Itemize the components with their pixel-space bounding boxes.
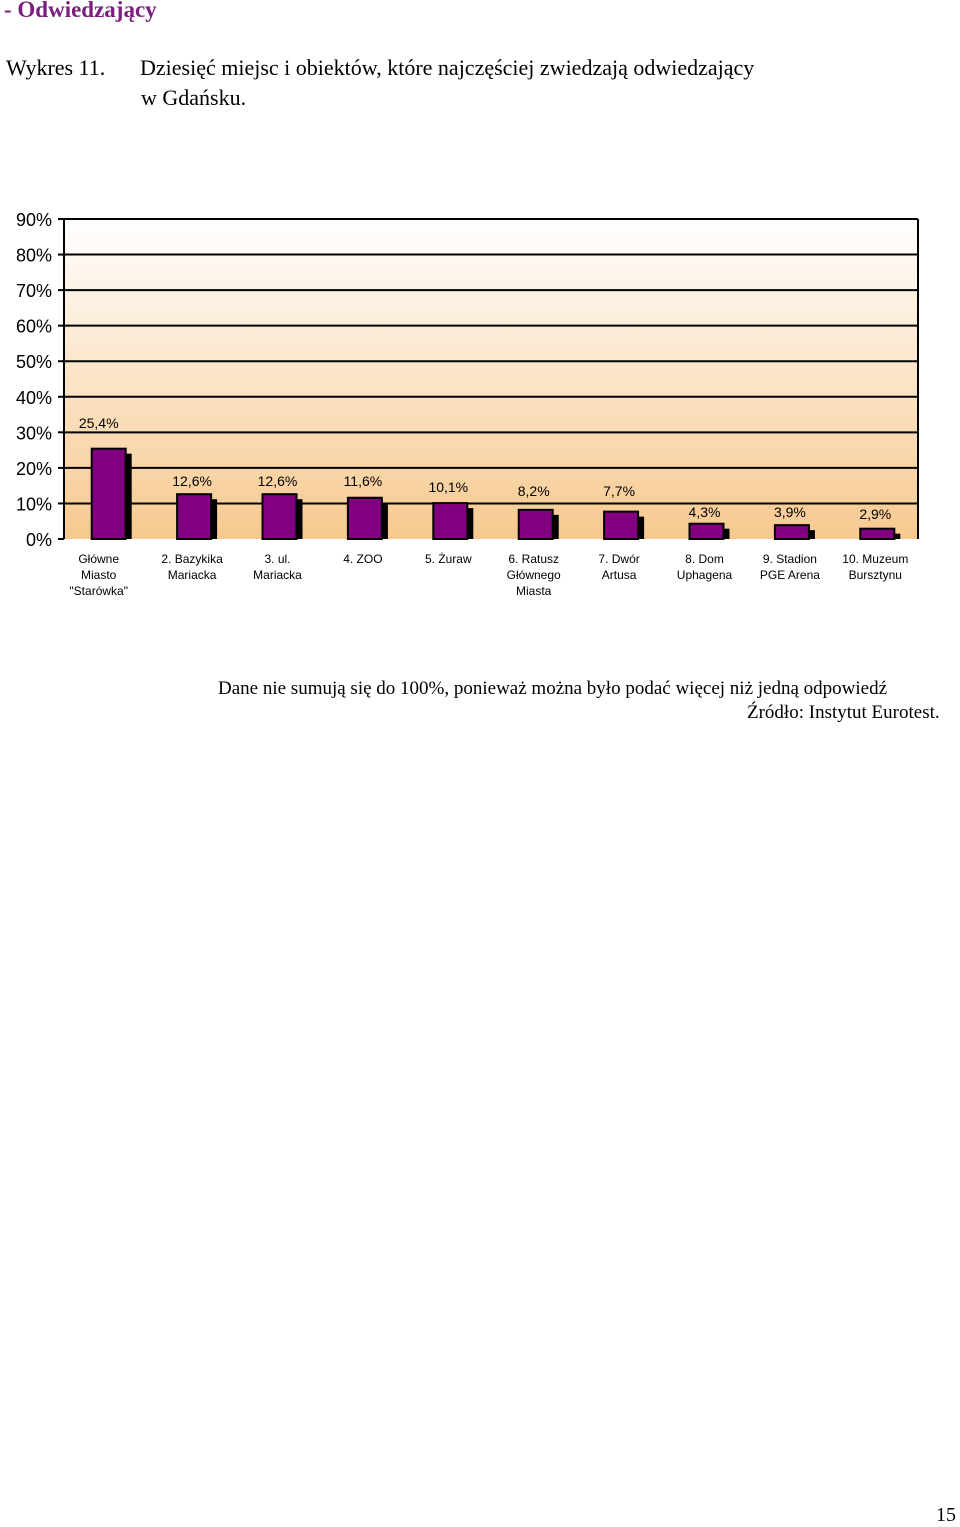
y-tick-label: 0% [26,530,52,550]
data-label: 8,2% [518,483,550,499]
bar [261,493,298,541]
data-label: 25,4% [79,415,119,431]
bar [517,508,554,541]
data-label: 12,6% [172,473,212,489]
category-label: 3. ul. [264,552,290,566]
bar [603,510,640,540]
bar [432,502,469,541]
category-label: Artusa [602,568,637,582]
page-number: 15 [936,1504,956,1526]
category-label: 7. Dwór [598,552,639,566]
data-label: 4,3% [689,504,721,520]
chart-caption: Wykres 11. Dziesięć miejsc i obiektów, kt… [6,55,754,81]
category-label: 6. Ratusz [508,552,559,566]
data-label: 10,1% [428,479,468,495]
y-tick-label: 50% [16,352,52,372]
chart-title: Dziesięć miejsc i obiektów, które najczę… [140,55,755,80]
section-heading: - Odwiedzający [4,0,157,22]
source-note: Źródło: Instytut Eurotest. [747,702,940,723]
category-label: 4. ZOO [343,552,382,566]
data-label: 11,6% [344,473,383,489]
data-label: 2,9% [859,506,891,522]
bar-chart: 0% 10% 20% 30% 40% 50% 60% 70% 80% 90% 25,4% 12,6%… [16,210,919,598]
y-tick-label: 60% [16,317,52,337]
chart-number: Wykres 11. [6,55,106,80]
y-tick-label: 30% [16,423,52,443]
y-tick-label: 40% [16,388,52,408]
bar [688,522,725,541]
category-label: "Starówka" [69,584,128,598]
bar [859,527,896,541]
data-label: 3,9% [774,504,806,520]
y-tick-label: 20% [16,459,52,479]
category-label: 8. Dom [685,552,724,566]
category-label: Uphagena [677,568,733,582]
category-label: 2. Bazykika [161,552,223,566]
category-label: PGE Arena [760,568,820,582]
category-label: 9. Stadion [763,552,817,566]
category-label: Główne [78,552,119,566]
bar [176,493,213,541]
data-label: 7,7% [603,483,635,499]
category-label: Miasto [81,568,117,582]
chart-title-continued: w Gdańsku. [141,85,247,110]
data-label: 12,6% [258,473,298,489]
category-label: Mariacka [253,568,302,582]
category-label: 5. Żuraw [425,552,472,566]
bar [773,524,810,540]
footnote: Dane nie sumują się do 100%, ponieważ mo… [218,678,888,699]
category-label: Bursztynu [849,568,902,582]
bar [346,496,383,540]
y-tick-label: 80% [16,246,52,266]
category-label: Głównego [507,568,561,582]
category-label: 10. Muzeum [842,552,908,566]
category-label: Mariacka [168,568,217,582]
y-tick-label: 90% [16,210,52,230]
y-tick-label: 70% [16,281,52,301]
plot-area [64,219,918,539]
category-label: Miasta [516,584,552,598]
bar [90,447,127,540]
y-tick-label: 10% [16,494,52,514]
